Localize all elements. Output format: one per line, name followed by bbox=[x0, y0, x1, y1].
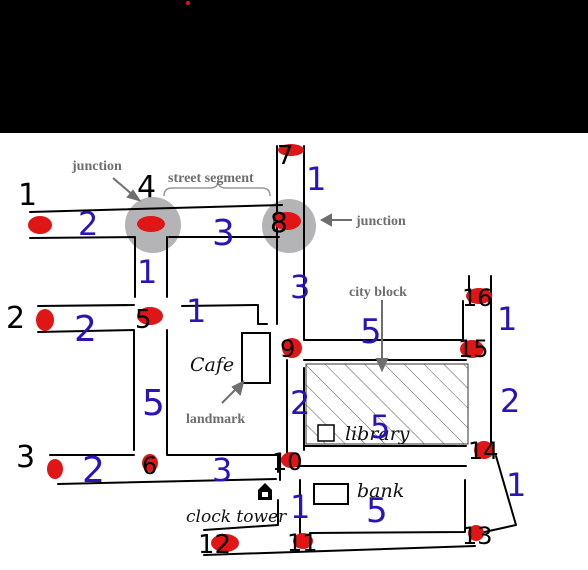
node-dot-5 bbox=[137, 307, 163, 325]
node-number-10: 10 bbox=[272, 448, 303, 476]
landmark-building bbox=[241, 332, 271, 384]
node-dot-11 bbox=[293, 533, 313, 549]
node-number-6: 6 bbox=[142, 452, 157, 480]
annotation-city-block: city block bbox=[349, 285, 407, 300]
segment-number-7-8: 1 bbox=[306, 160, 326, 198]
node-dots bbox=[28, 144, 494, 552]
segment-number-6-10: 3 bbox=[212, 451, 232, 489]
segment-number-4-5: 1 bbox=[137, 253, 157, 291]
node-dot-14 bbox=[474, 441, 494, 459]
place-library: library bbox=[345, 423, 410, 445]
node-dot-1 bbox=[28, 216, 52, 234]
node-dot-16 bbox=[466, 288, 492, 304]
node-numbers: 1 2 3 4 5 6 7 8 9 10 11 12 13 14 15 16 bbox=[6, 141, 499, 560]
node-number-4: 4 bbox=[137, 170, 156, 205]
node-dot-10 bbox=[281, 452, 301, 468]
node-dot-2 bbox=[36, 309, 54, 331]
annotation-junction-right: junction bbox=[355, 214, 406, 229]
segment-number-15-14: 2 bbox=[500, 382, 520, 420]
annotation-landmark: landmark bbox=[186, 412, 245, 427]
stray-mark bbox=[186, 1, 190, 5]
segment-number-16-15: 1 bbox=[497, 300, 517, 338]
place-cafe: Cafe bbox=[190, 354, 234, 376]
bank-building bbox=[313, 483, 349, 505]
segment-number-14-13: 1 bbox=[506, 466, 526, 504]
node-dot-6 bbox=[142, 454, 158, 472]
node-dot-13 bbox=[468, 525, 484, 541]
node-number-9: 9 bbox=[280, 335, 295, 363]
node-number-2: 2 bbox=[6, 301, 25, 336]
node-dot-7 bbox=[278, 144, 304, 156]
clock-tower-window bbox=[262, 492, 268, 497]
segment-number-5-6: 5 bbox=[142, 383, 165, 424]
segment-number-11-13: 5 bbox=[366, 491, 388, 531]
header-band bbox=[0, 0, 588, 133]
node-number-3: 3 bbox=[16, 440, 35, 475]
node-number-5: 5 bbox=[135, 305, 152, 335]
library-building bbox=[317, 424, 335, 442]
segment-number-library: 5 bbox=[370, 408, 390, 446]
node-dot-4 bbox=[137, 216, 165, 232]
annotation-junction-left: junction bbox=[71, 159, 122, 174]
node-dot-9 bbox=[282, 338, 302, 358]
segment-number-3-6: 2 bbox=[82, 450, 105, 491]
segment-number-2-5: 2 bbox=[74, 309, 97, 350]
segment-number-10-11: 1 bbox=[290, 488, 310, 526]
clock-tower-icon bbox=[258, 483, 272, 500]
node-number-14: 14 bbox=[468, 437, 499, 465]
node-number-7: 7 bbox=[277, 141, 294, 171]
node-dot-8 bbox=[273, 212, 301, 230]
segment-number-5-landmark: 1 bbox=[186, 292, 206, 330]
node-dot-12 bbox=[211, 534, 239, 552]
place-clock-tower: clock tower bbox=[186, 507, 287, 527]
segment-number-4-8: 3 bbox=[212, 213, 235, 254]
node-number-13: 13 bbox=[462, 522, 493, 550]
annotation-arrows bbox=[112, 177, 389, 404]
segment-number-9-10: 2 bbox=[290, 384, 310, 422]
node-number-16: 16 bbox=[462, 284, 493, 312]
node-number-8: 8 bbox=[270, 206, 288, 239]
node-number-12: 12 bbox=[198, 530, 231, 560]
node-number-11: 11 bbox=[287, 529, 318, 557]
node-dot-3 bbox=[47, 459, 63, 479]
node-number-1: 1 bbox=[18, 178, 37, 213]
segment-number-8-9: 3 bbox=[290, 268, 310, 306]
segment-numbers: 2 3 1 2 1 5 3 1 3 5 1 2 2 5 1 1 5 2 bbox=[74, 160, 526, 531]
segment-number-9-15: 5 bbox=[360, 312, 382, 352]
node-dot-15 bbox=[460, 340, 484, 358]
place-bank: bank bbox=[357, 480, 404, 502]
node-number-15: 15 bbox=[458, 335, 489, 363]
annotation-street-segment: street segment bbox=[168, 171, 254, 186]
segment-number-1-4: 2 bbox=[78, 205, 98, 243]
